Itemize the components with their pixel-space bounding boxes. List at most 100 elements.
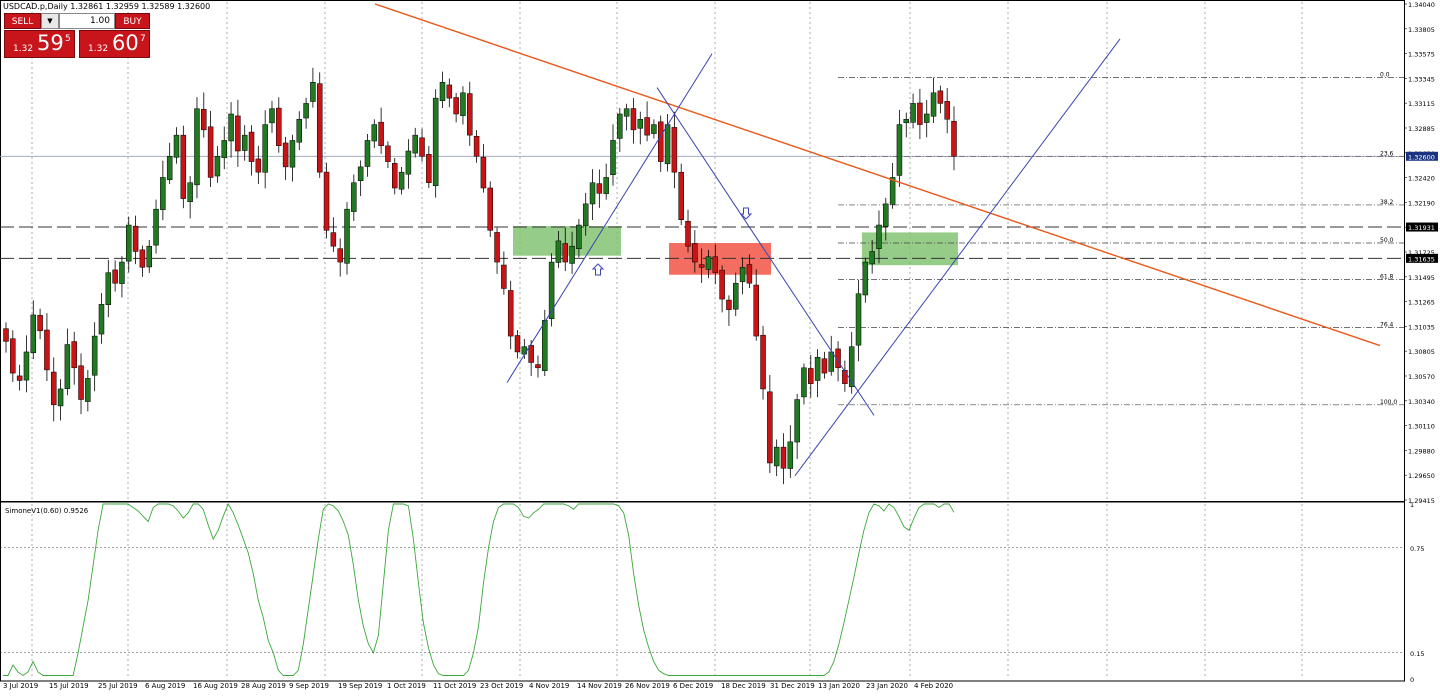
bearish-candle	[562, 243, 569, 263]
bullish-candle	[23, 351, 30, 381]
price-tag-label: 1.31635	[1408, 255, 1435, 263]
bearish-candle	[71, 341, 77, 369]
bearish-candle	[835, 348, 841, 369]
sell-price-sup: 5	[65, 34, 71, 44]
bullish-candle	[241, 134, 248, 151]
bearish-candle	[719, 269, 725, 300]
bullish-candle	[91, 335, 98, 376]
y-axis-label: 1.34040	[1408, 1, 1435, 9]
bearish-candle	[937, 90, 944, 104]
bearish-candle	[16, 375, 23, 381]
bearish-candle	[235, 115, 241, 152]
bullish-candle	[310, 82, 316, 102]
bullish-candle	[623, 108, 630, 117]
bearish-candle	[480, 156, 487, 189]
x-axis-label: 23 Jan 2020	[866, 682, 908, 690]
bearish-candle	[821, 358, 828, 374]
indicator-y-label: 0.75	[1410, 545, 1424, 553]
bullish-candle	[923, 113, 930, 123]
bullish-candle	[787, 441, 794, 469]
x-axis-label: 3 Jul 2019	[3, 682, 38, 690]
bullish-candle	[855, 293, 862, 346]
bullish-candle	[705, 256, 712, 270]
indicator-y-label: 0.15	[1410, 650, 1424, 658]
bullish-candle	[146, 245, 152, 268]
bearish-candle	[501, 264, 507, 289]
bearish-candle	[44, 329, 50, 371]
price-tag	[1406, 222, 1438, 232]
bullish-candle	[637, 119, 644, 129]
bullish-candle	[153, 208, 159, 246]
x-axis-label: 23 Oct 2019	[480, 682, 523, 690]
blue-channel-line	[506, 53, 713, 383]
lot-size-input[interactable]: 1.00	[59, 13, 115, 29]
bullish-candle	[576, 224, 582, 250]
lot-dropdown-icon[interactable]: ▼	[41, 13, 59, 29]
price-tag-label: 1.31931	[1408, 224, 1435, 232]
bullish-candle	[569, 245, 575, 264]
blue-channel-line	[794, 38, 1121, 476]
bearish-candle	[644, 117, 650, 136]
x-axis-label: 6 Aug 2019	[145, 682, 185, 690]
bearish-candle	[726, 299, 732, 310]
y-axis-label: 1.33345	[1408, 75, 1435, 83]
bullish-candle	[187, 182, 193, 203]
bullish-candle	[814, 356, 821, 381]
bullish-candle	[903, 119, 910, 124]
bearish-candle	[50, 371, 57, 406]
x-axis-label: 6 Dec 2019	[673, 682, 713, 690]
price-tag-label: 1.32600	[1408, 153, 1435, 161]
y-axis-label: 1.30110	[1408, 423, 1435, 431]
bullish-candle	[542, 319, 548, 371]
bullish-candle	[64, 344, 71, 389]
bullish-candle	[221, 140, 227, 158]
bullish-candle	[160, 177, 166, 210]
bullish-candle	[105, 272, 112, 305]
bearish-candle	[467, 93, 473, 136]
x-axis-label: 31 Dec 2019	[770, 682, 815, 690]
fib-level-label: 100.0	[1380, 399, 1397, 406]
bearish-candle	[132, 225, 139, 252]
y-axis-label: 1.33805	[1408, 26, 1435, 34]
x-axis-label: 19 Sep 2019	[338, 682, 382, 690]
sell-price-box[interactable]: 1.32 59 5	[4, 30, 75, 58]
bullish-candle	[460, 92, 466, 116]
buy-button[interactable]: BUY	[115, 13, 150, 29]
x-axis-label: 9 Sep 2019	[289, 682, 329, 690]
bullish-candle	[439, 82, 446, 101]
bullish-candle	[262, 124, 268, 173]
bearish-candle	[139, 249, 146, 268]
bullish-candle	[801, 367, 807, 398]
bullish-candle	[119, 261, 125, 284]
bearish-candle	[316, 83, 323, 173]
bearish-candle	[180, 134, 187, 199]
bearish-candle	[207, 126, 214, 178]
bullish-candle	[794, 399, 800, 443]
x-axis-label: 4 Feb 2020	[914, 682, 953, 690]
bearish-candle	[712, 256, 719, 273]
bearish-candle	[507, 290, 514, 337]
bearish-candle	[535, 364, 541, 369]
bearish-candle	[951, 120, 957, 157]
bearish-candle	[494, 232, 500, 263]
buy-price-box[interactable]: 1.32 60 7	[79, 30, 150, 58]
bearish-candle	[78, 365, 84, 400]
bearish-candle	[917, 102, 923, 125]
bearish-candle	[37, 314, 43, 332]
red-zone	[669, 243, 771, 275]
bearish-candle	[385, 145, 391, 162]
y-axis-label: 1.30570	[1408, 373, 1435, 381]
x-axis-label: 14 Nov 2019	[577, 682, 622, 690]
blue-channel-line	[656, 87, 875, 416]
bullish-candle	[296, 119, 303, 143]
bullish-candle	[651, 124, 657, 134]
bullish-candle	[357, 166, 364, 181]
sell-price-small: 1.32	[13, 44, 34, 54]
bullish-candle	[303, 103, 309, 119]
y-axis-label: 1.32885	[1408, 125, 1435, 133]
bullish-candle	[603, 177, 609, 194]
sell-button[interactable]: SELL	[4, 13, 41, 29]
orange-downtrend-line	[374, 3, 1381, 347]
bullish-candle	[930, 92, 937, 117]
